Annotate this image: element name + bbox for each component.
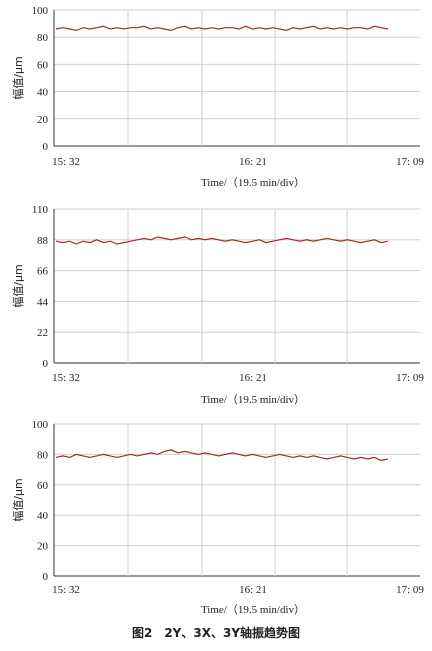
- y-tick-label: 22: [37, 327, 48, 339]
- y-tick-label: 100: [32, 5, 49, 17]
- y-tick-label: 80: [37, 449, 49, 461]
- y-tick-label: 100: [32, 419, 49, 431]
- series-line: [55, 25, 389, 32]
- x-tick-label: 17: 09: [396, 156, 424, 168]
- y-tick-label: 40: [37, 87, 49, 99]
- y-tick-label: 44: [37, 296, 49, 308]
- y-tick-label: 60: [37, 480, 49, 492]
- y-tick-label: 80: [37, 32, 49, 44]
- y-tick-label: 40: [37, 510, 49, 522]
- x-axis-title: Time/（19.5 min/div）: [201, 393, 305, 406]
- y-tick-label: 0: [43, 571, 49, 583]
- trend-chart-2y: 0 20 40 60 80 100 15: 32 16: 21 17: 09 Time/（19.5…: [12, 5, 424, 189]
- y-axis-title: 幅值/μm: [12, 56, 25, 99]
- y-axis-title: 幅值/μm: [12, 478, 25, 521]
- y-tick-label: 0: [43, 358, 49, 370]
- x-tick-label: 16: 21: [239, 584, 267, 596]
- x-axis-title: Time/（19.5 min/div）: [201, 176, 305, 189]
- x-tick-label: 15: 32: [52, 156, 80, 168]
- y-tick-label: 20: [37, 541, 49, 553]
- x-tick-label: 16: 21: [239, 372, 267, 384]
- x-tick-label: 15: 32: [52, 584, 80, 596]
- y-tick-label: 60: [37, 59, 49, 71]
- x-tick-label: 16: 21: [239, 156, 267, 168]
- y-tick-label: 88: [37, 235, 49, 247]
- trend-chart-3y: 0 20 40 60 80 100 15: 32 16: 21 17: 09 Time/（19.5…: [12, 419, 424, 616]
- y-axis-title: 幅值/μm: [12, 264, 25, 307]
- y-tick-label: 0: [43, 141, 49, 153]
- x-tick-label: 17: 09: [396, 584, 424, 596]
- y-tick-label: 20: [37, 114, 49, 126]
- series-line: [55, 449, 389, 462]
- figure-caption: 图2 2Y、3X、3Y轴振趋势图: [131, 626, 301, 640]
- y-tick-label: 66: [37, 266, 49, 278]
- x-tick-label: 15: 32: [52, 372, 80, 384]
- x-axis-title: Time/（19.5 min/div）: [201, 603, 305, 616]
- series-line: [55, 236, 389, 245]
- trend-chart-3x: 0 22 44 66 88 110 15: 32 16: 21 17: 09 Time/（19.5…: [12, 204, 424, 406]
- x-tick-label: 17: 09: [396, 372, 424, 384]
- y-tick-label: 110: [32, 204, 49, 216]
